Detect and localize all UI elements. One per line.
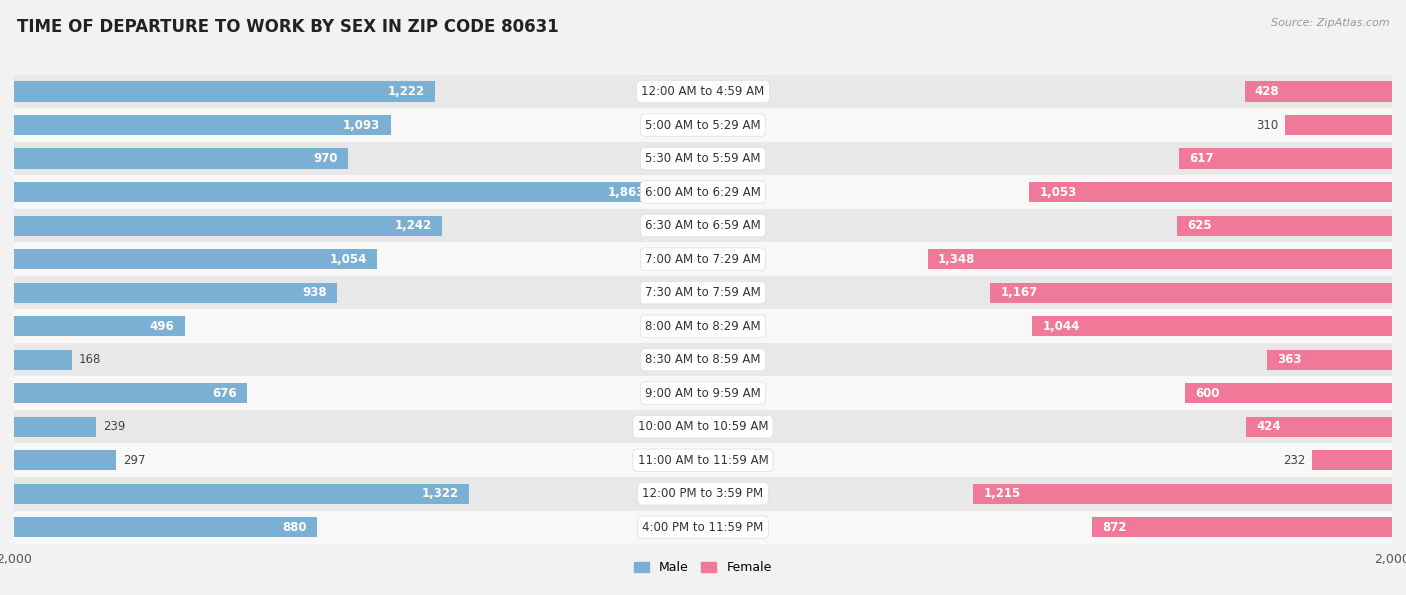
- Bar: [1091, 517, 1392, 537]
- Text: 6:00 AM to 6:29 AM: 6:00 AM to 6:29 AM: [645, 186, 761, 199]
- Text: 428: 428: [1254, 85, 1279, 98]
- Text: 11:00 AM to 11:59 AM: 11:00 AM to 11:59 AM: [638, 454, 768, 466]
- Bar: [14, 82, 434, 102]
- Text: 168: 168: [79, 353, 101, 366]
- Text: 617: 617: [1189, 152, 1215, 165]
- Bar: [14, 410, 1392, 443]
- Legend: Male, Female: Male, Female: [630, 556, 776, 579]
- Text: 1,093: 1,093: [343, 118, 380, 131]
- Text: 1,053: 1,053: [1039, 186, 1077, 199]
- Bar: [14, 176, 1392, 209]
- Bar: [14, 383, 247, 403]
- Text: 872: 872: [1102, 521, 1126, 534]
- Text: 625: 625: [1187, 219, 1212, 232]
- Bar: [14, 377, 1392, 410]
- Text: 8:30 AM to 8:59 AM: 8:30 AM to 8:59 AM: [645, 353, 761, 366]
- Bar: [14, 249, 377, 269]
- Bar: [14, 511, 1392, 544]
- Text: 496: 496: [150, 320, 174, 333]
- Text: 12:00 PM to 3:59 PM: 12:00 PM to 3:59 PM: [643, 487, 763, 500]
- Bar: [14, 343, 1392, 377]
- Bar: [1246, 416, 1392, 437]
- Bar: [1185, 383, 1392, 403]
- Bar: [973, 484, 1392, 504]
- Bar: [14, 350, 72, 369]
- Text: 239: 239: [103, 420, 125, 433]
- Bar: [14, 215, 441, 236]
- Text: 1,863: 1,863: [609, 186, 645, 199]
- Bar: [1029, 182, 1392, 202]
- Bar: [14, 283, 337, 303]
- Bar: [14, 108, 1392, 142]
- Bar: [14, 416, 97, 437]
- Text: 9:00 AM to 9:59 AM: 9:00 AM to 9:59 AM: [645, 387, 761, 400]
- Bar: [14, 115, 391, 135]
- Text: 4:00 PM to 11:59 PM: 4:00 PM to 11:59 PM: [643, 521, 763, 534]
- Text: 970: 970: [314, 152, 337, 165]
- Bar: [14, 75, 1392, 108]
- Bar: [14, 309, 1392, 343]
- Bar: [14, 242, 1392, 276]
- Bar: [1312, 450, 1392, 470]
- Bar: [1177, 215, 1392, 236]
- Bar: [990, 283, 1392, 303]
- Text: 12:00 AM to 4:59 AM: 12:00 AM to 4:59 AM: [641, 85, 765, 98]
- Text: 1,044: 1,044: [1043, 320, 1080, 333]
- Bar: [1032, 316, 1392, 336]
- Bar: [928, 249, 1392, 269]
- Text: 232: 232: [1282, 454, 1305, 466]
- Bar: [1267, 350, 1392, 369]
- Text: Source: ZipAtlas.com: Source: ZipAtlas.com: [1271, 18, 1389, 28]
- Bar: [14, 182, 655, 202]
- Text: 6:30 AM to 6:59 AM: 6:30 AM to 6:59 AM: [645, 219, 761, 232]
- Text: 5:30 AM to 5:59 AM: 5:30 AM to 5:59 AM: [645, 152, 761, 165]
- Text: 1,167: 1,167: [1000, 286, 1038, 299]
- Text: 424: 424: [1256, 420, 1281, 433]
- Text: 1,348: 1,348: [938, 253, 976, 265]
- Bar: [14, 517, 318, 537]
- Text: 600: 600: [1195, 387, 1220, 400]
- Bar: [1244, 82, 1392, 102]
- Bar: [1180, 149, 1392, 168]
- Text: 7:00 AM to 7:29 AM: 7:00 AM to 7:29 AM: [645, 253, 761, 265]
- Text: 880: 880: [283, 521, 307, 534]
- Bar: [14, 142, 1392, 176]
- Text: 1,215: 1,215: [984, 487, 1021, 500]
- Bar: [14, 477, 1392, 511]
- Bar: [14, 276, 1392, 309]
- Text: 8:00 AM to 8:29 AM: 8:00 AM to 8:29 AM: [645, 320, 761, 333]
- Text: 363: 363: [1277, 353, 1302, 366]
- Text: 310: 310: [1256, 118, 1278, 131]
- Text: 1,322: 1,322: [422, 487, 460, 500]
- Bar: [14, 484, 470, 504]
- Text: 7:30 AM to 7:59 AM: 7:30 AM to 7:59 AM: [645, 286, 761, 299]
- Text: 676: 676: [212, 387, 236, 400]
- Text: 1,242: 1,242: [394, 219, 432, 232]
- Text: TIME OF DEPARTURE TO WORK BY SEX IN ZIP CODE 80631: TIME OF DEPARTURE TO WORK BY SEX IN ZIP …: [17, 18, 558, 36]
- Bar: [14, 209, 1392, 242]
- Text: 1,054: 1,054: [329, 253, 367, 265]
- Text: 297: 297: [124, 454, 146, 466]
- Bar: [14, 443, 1392, 477]
- Text: 1,222: 1,222: [388, 85, 425, 98]
- Text: 10:00 AM to 10:59 AM: 10:00 AM to 10:59 AM: [638, 420, 768, 433]
- Bar: [14, 149, 349, 168]
- Bar: [14, 450, 117, 470]
- Text: 938: 938: [302, 286, 326, 299]
- Bar: [1285, 115, 1392, 135]
- Text: 5:00 AM to 5:29 AM: 5:00 AM to 5:29 AM: [645, 118, 761, 131]
- Bar: [14, 316, 186, 336]
